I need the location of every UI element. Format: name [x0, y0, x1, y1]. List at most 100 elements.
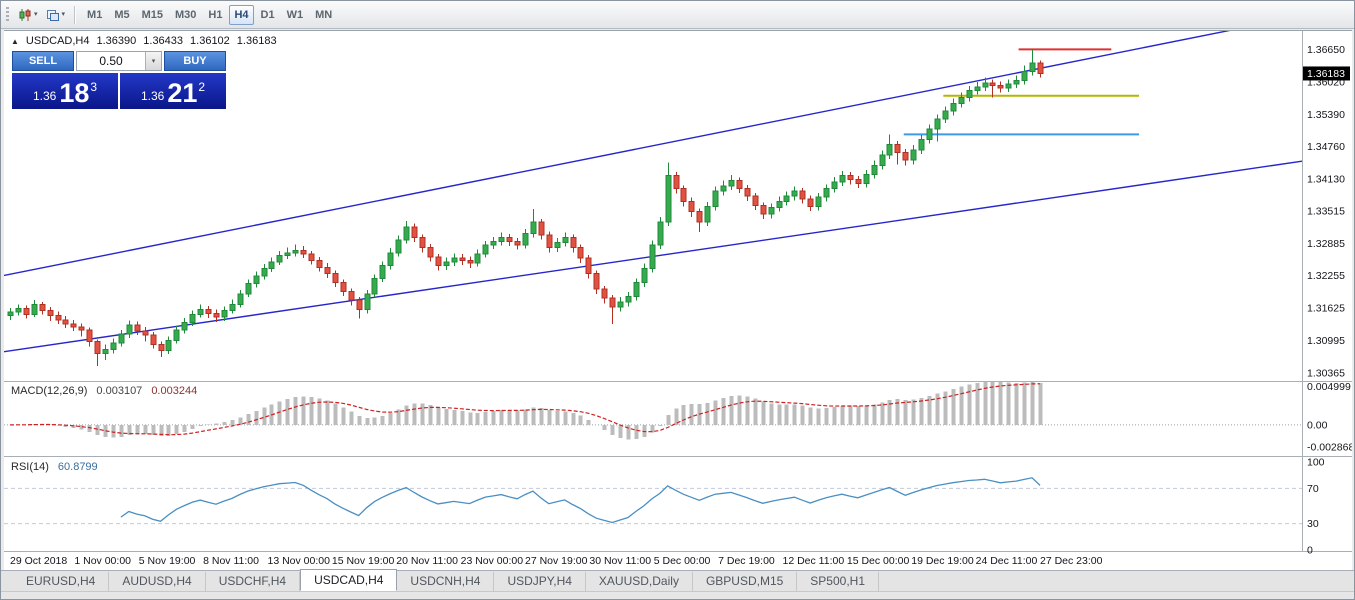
- svg-text:29 Oct 2018: 29 Oct 2018: [10, 555, 67, 567]
- svg-text:5 Nov 19:00: 5 Nov 19:00: [139, 555, 196, 567]
- macd-signal-line: [9, 383, 1041, 436]
- one-click-trading-panel: SELL 0.50 ▾ BUY 1.36 18 3 1.36 21 2: [12, 51, 226, 109]
- chart-type-button[interactable]: ▾: [14, 4, 42, 26]
- svg-text:1 Nov 00:00: 1 Nov 00:00: [74, 555, 131, 567]
- svg-text:0.00: 0.00: [1307, 419, 1328, 431]
- chart-tab-usdjpy-h4[interactable]: USDJPY,H4: [494, 572, 586, 591]
- timeframe-button-m5[interactable]: M5: [109, 5, 134, 25]
- chart-tab-usdcnh-h4[interactable]: USDCNH,H4: [397, 572, 495, 591]
- quote-header: ▲ USDCAD,H4 1.36390 1.36433 1.36102 1.36…: [11, 35, 277, 47]
- svg-text:1.30995: 1.30995: [1307, 335, 1345, 347]
- svg-text:100: 100: [1307, 457, 1325, 469]
- tick-up-arrow-icon: ▲: [11, 36, 19, 46]
- svg-text:-0.002868: -0.002868: [1307, 441, 1352, 453]
- timeframe-button-w1[interactable]: W1: [282, 5, 309, 25]
- time-axis[interactable]: 29 Oct 2018 1 Nov 00:00 5 Nov 19:00 8 Nov 1…: [10, 555, 1103, 567]
- chart-tab-usdchf-h4[interactable]: USDCHF,H4: [206, 572, 301, 591]
- bid-price-big-digits: 18: [59, 78, 90, 108]
- chart-tab-gbpusd-m15[interactable]: GBPUSD,M15: [693, 572, 798, 591]
- channel-line-upper[interactable]: [4, 31, 1302, 277]
- svg-text:5 Dec 00:00: 5 Dec 00:00: [654, 555, 711, 567]
- ask-price-prefix: 1.36: [140, 89, 165, 103]
- svg-text:19 Dec 19:00: 19 Dec 19:00: [911, 555, 974, 567]
- price-axis[interactable]: 1.366501.360201.353901.347601.341301.335…: [1307, 44, 1345, 380]
- candlestick-chart-icon: [19, 8, 31, 21]
- svg-text:1.34760: 1.34760: [1307, 141, 1345, 153]
- chart-window: 1.36650 1.36020 1.35390 1.34760 1.34130 1.335…: [4, 30, 1352, 570]
- current-price-badge: 1.36183: [1303, 66, 1350, 81]
- macd-axis[interactable]: 0.004999 0.00 -0.002868: [1307, 381, 1352, 453]
- timeframe-button-h4[interactable]: H4: [229, 4, 254, 25]
- rsi-value: 60.8799: [57, 461, 98, 473]
- timeframe-button-m30[interactable]: M30: [170, 5, 201, 25]
- macd-indicator-label: MACD(12,26,9) 0.003107 0.003244: [11, 385, 197, 397]
- rsi-line: [120, 477, 1041, 524]
- lot-dropdown-button[interactable]: ▾: [145, 52, 161, 70]
- timeframe-toolbar: M1 M5 M15 M30 H1 H4 D1 W1 MN: [81, 4, 338, 25]
- main-toolbar: ▾ ▾ M1 M5 M15 M30 H1 H4 D1 W1 MN: [1, 1, 1354, 29]
- svg-text:1.32885: 1.32885: [1307, 238, 1345, 250]
- svg-text:70: 70: [1307, 483, 1319, 495]
- svg-text:1.35390: 1.35390: [1307, 109, 1345, 121]
- svg-text:15 Nov 19:00: 15 Nov 19:00: [332, 555, 395, 567]
- buy-button[interactable]: BUY: [164, 51, 226, 71]
- chevron-down-icon: ▾: [34, 11, 38, 18]
- ask-price-pipette: 2: [198, 80, 206, 94]
- macd-histogram: [16, 381, 1043, 440]
- svg-text:12 Dec 11:00: 12 Dec 11:00: [783, 555, 845, 567]
- svg-text:1.36183: 1.36183: [1307, 68, 1345, 80]
- chart-tab-sp500-h1[interactable]: SP500,H1: [797, 572, 879, 591]
- chart-tab-audusd-h4[interactable]: AUDUSD,H4: [109, 572, 206, 591]
- svg-text:1.34130: 1.34130: [1307, 174, 1345, 186]
- svg-text:30 Nov 11:00: 30 Nov 11:00: [589, 555, 651, 567]
- ask-price-display[interactable]: 1.36 21 2: [120, 73, 226, 109]
- svg-text:1.33515: 1.33515: [1307, 205, 1345, 217]
- chevron-down-icon: ▾: [151, 57, 156, 65]
- svg-text:27 Nov 19:00: 27 Nov 19:00: [525, 555, 588, 567]
- candlestick-series: [7, 49, 1044, 367]
- svg-text:1.31625: 1.31625: [1307, 303, 1345, 315]
- timeframe-button-d1[interactable]: D1: [256, 5, 280, 25]
- macd-main-value: 0.003107: [96, 385, 143, 397]
- svg-text:27 Dec 23:00: 27 Dec 23:00: [1040, 555, 1103, 567]
- sell-button[interactable]: SELL: [12, 51, 74, 71]
- high-value: 1.36433: [143, 35, 184, 47]
- svg-text:23 Nov 00:00: 23 Nov 00:00: [461, 555, 524, 567]
- lot-size-field[interactable]: 0.50 ▾: [76, 51, 162, 71]
- bid-price-pipette: 3: [90, 80, 98, 94]
- chart-tab-xauusd-daily[interactable]: XAUUSD,Daily: [586, 572, 693, 591]
- chart-tab-usdcad-h4[interactable]: USDCAD,H4: [300, 569, 398, 591]
- bid-price-prefix: 1.36: [32, 89, 57, 103]
- svg-text:1.36650: 1.36650: [1307, 44, 1345, 56]
- toolbar-grip[interactable]: [6, 6, 9, 23]
- chart-canvas[interactable]: 1.366501.360201.353901.347601.341301.335…: [4, 31, 1352, 570]
- macd-title: MACD(12,26,9): [11, 385, 88, 397]
- close-value: 1.36183: [236, 35, 277, 47]
- open-value: 1.36390: [96, 35, 137, 47]
- svg-text:1.32255: 1.32255: [1307, 270, 1345, 282]
- chart-profiles-button[interactable]: ▾: [42, 4, 70, 26]
- chart-tab-eurusd-h4[interactable]: EURUSD,H4: [13, 572, 110, 591]
- status-bar: [1, 591, 1354, 599]
- bid-price-display[interactable]: 1.36 18 3: [12, 73, 118, 109]
- timeframe-button-h1[interactable]: H1: [203, 5, 227, 25]
- lot-size-value[interactable]: 0.50: [99, 54, 123, 68]
- svg-text:15 Dec 00:00: 15 Dec 00:00: [847, 555, 910, 567]
- svg-text:0: 0: [1307, 545, 1313, 557]
- low-value: 1.36102: [190, 35, 230, 47]
- chart-tab-bar: EURUSD,H4 AUDUSD,H4 USDCHF,H4 USDCAD,H4 USDC…: [1, 569, 1354, 591]
- svg-text:30: 30: [1307, 518, 1319, 530]
- macd-signal-value: 0.003244: [151, 385, 198, 397]
- svg-text:20 Nov 11:00: 20 Nov 11:00: [396, 555, 458, 567]
- rsi-indicator-label: RSI(14) 60.8799: [11, 461, 98, 473]
- svg-text:7 Dec 19:00: 7 Dec 19:00: [718, 555, 775, 567]
- toolbar-separator: [74, 5, 77, 24]
- timeframe-button-mn[interactable]: MN: [310, 5, 337, 25]
- panel-separators: [4, 31, 1352, 552]
- svg-text:8 Nov 11:00: 8 Nov 11:00: [203, 555, 259, 567]
- timeframe-button-m1[interactable]: M1: [82, 5, 107, 25]
- svg-text:1.30365: 1.30365: [1307, 368, 1345, 380]
- timeframe-button-m15[interactable]: M15: [137, 5, 168, 25]
- rsi-axis[interactable]: 100 70 30 0: [1307, 457, 1325, 557]
